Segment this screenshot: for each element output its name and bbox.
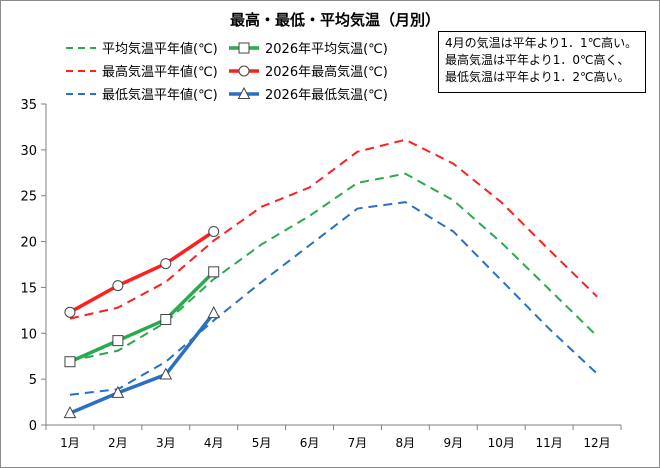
y-tick-label: 5 (29, 373, 37, 388)
series-line (69, 138, 598, 320)
x-tick-label: 10月 (488, 436, 515, 450)
data-point-triangle (111, 385, 125, 398)
data-point-circle (112, 280, 124, 292)
x-tick-label: 6月 (300, 436, 320, 450)
x-tick-label: 3月 (156, 436, 176, 450)
legend-item-3: 2026年最高気温(℃) (229, 64, 388, 80)
data-point-triangle (237, 86, 251, 99)
legend-item-2: 最高気温平年値(℃) (66, 64, 218, 80)
axes: 0 5 10 15 20 25 30 35 1月 2月 3月 4月 5月 6月 7月 8月 9月 10月 11月 12… (20, 98, 622, 450)
series-line (69, 270, 215, 364)
data-point-circle (208, 225, 220, 237)
series-line (69, 201, 598, 396)
legend-item-5: 2026年最低気温(℃) (229, 86, 388, 103)
x-tick-label: 1月 (60, 436, 80, 450)
data-point-circle (160, 258, 172, 270)
legend-item-1: 2026年平均気温(℃) (229, 41, 388, 57)
legend-label: 2026年最低気温(℃) (265, 87, 388, 103)
x-tick-label: 11月 (535, 436, 562, 450)
legend-label: 2026年最高気温(℃) (265, 64, 388, 80)
data-point-square (112, 335, 124, 347)
series-3 (64, 225, 220, 318)
y-tick-label: 15 (20, 281, 37, 296)
x-tick-label: 2月 (108, 436, 128, 450)
series-2 (69, 138, 598, 320)
legend-label: 最高気温平年値(℃) (102, 64, 218, 80)
series-5 (63, 306, 221, 419)
y-tick-label: 0 (29, 419, 37, 434)
legend: 平均気温平年値(℃) 2026年平均気温(℃) 最高気温平年値(℃) 2026年最高気… (66, 41, 388, 103)
y-tick-label: 25 (20, 190, 37, 205)
chart-title: 最高・最低・平均気温（月別） (230, 11, 440, 29)
legend-label: 最低気温平年値(℃) (102, 87, 218, 103)
data-point-square (208, 266, 220, 278)
data-point-circle (238, 65, 250, 77)
data-point-square (238, 42, 250, 54)
x-tick-label: 7月 (348, 436, 368, 450)
data-point-triangle (159, 367, 173, 380)
y-tick-label: 20 (20, 236, 37, 251)
data-point-triangle (207, 306, 221, 319)
series-line (69, 312, 216, 415)
x-tick-label: 4月 (204, 436, 224, 450)
x-tick-label: 8月 (396, 436, 416, 450)
y-tick-label: 35 (20, 98, 37, 113)
legend-label: 平均気温平年値(℃) (102, 41, 218, 57)
annotation-line-3: 最低気温は平年より1．2℃高い。 (445, 70, 630, 84)
data-point-square (64, 356, 76, 368)
series-line (69, 172, 598, 362)
x-tick-label: 12月 (583, 436, 610, 450)
series-1 (64, 266, 220, 368)
data-point-triangle (63, 405, 77, 419)
y-tick-label: 30 (20, 144, 37, 159)
legend-item-4: 最低気温平年値(℃) (66, 87, 218, 103)
data-point-circle (64, 306, 76, 318)
series-0 (69, 172, 598, 362)
x-tick-label: 5月 (252, 436, 272, 450)
y-tick-label: 10 (20, 327, 37, 342)
annotation-box: 4月の気温は平年より1．1℃高い。 最高気温は平年より1．0℃高く、 最低気温は… (438, 31, 646, 93)
data-point-square (160, 314, 172, 326)
series-4 (69, 201, 598, 396)
series-line (69, 230, 215, 314)
legend-item-0: 平均気温平年値(℃) (66, 41, 218, 57)
legend-label: 2026年平均気温(℃) (265, 41, 388, 57)
annotation-line-2: 最高気温は平年より1．0℃高く、 (445, 53, 630, 67)
plot-area (63, 138, 598, 419)
annotation-line-1: 4月の気温は平年より1．1℃高い。 (445, 36, 638, 50)
x-tick-label: 9月 (443, 436, 463, 450)
